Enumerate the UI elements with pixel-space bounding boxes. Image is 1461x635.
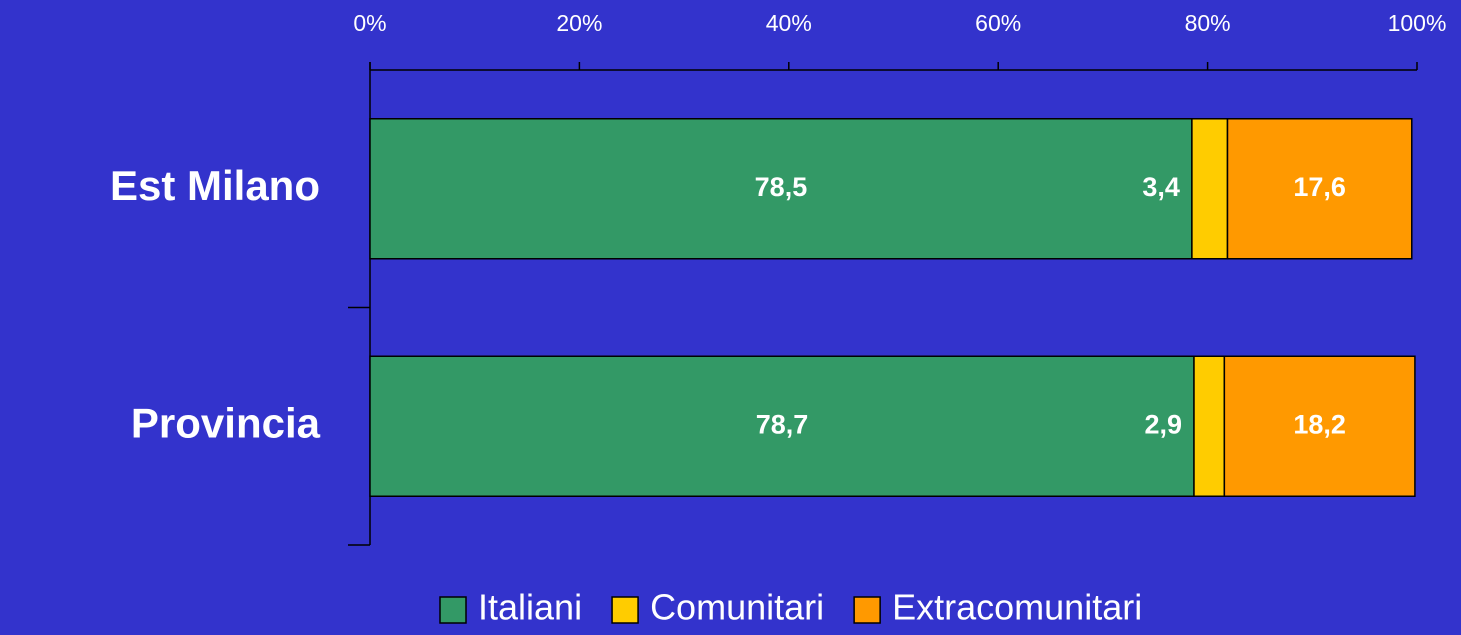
legend-swatch	[853, 596, 881, 624]
value-label: 3,4	[1142, 172, 1180, 202]
value-label: 17,6	[1293, 172, 1346, 202]
category-label: Est Milano	[110, 162, 320, 209]
value-label: 78,7	[756, 409, 809, 439]
legend-swatch	[611, 596, 639, 624]
x-tick-label: 80%	[1185, 10, 1231, 36]
bar-segment	[1226, 118, 1413, 260]
bar-segment	[1191, 118, 1229, 260]
x-tick-label: 60%	[975, 10, 1021, 36]
x-tick-label: 40%	[766, 10, 812, 36]
legend-label: Italiani	[478, 587, 582, 628]
legend-label: Comunitari	[650, 587, 824, 628]
legend-swatch	[439, 596, 467, 624]
value-label: 78,5	[755, 172, 808, 202]
x-tick-label: 20%	[556, 10, 602, 36]
value-label: 2,9	[1144, 409, 1182, 439]
category-label: Provincia	[131, 399, 321, 446]
bar-segment	[369, 355, 1195, 497]
legend-label: Extracomunitari	[892, 587, 1142, 628]
bar-segment	[1223, 355, 1416, 497]
x-tick-label: 100%	[1388, 10, 1447, 36]
x-tick-label: 0%	[353, 10, 386, 36]
value-label: 18,2	[1293, 409, 1346, 439]
bar-segment	[1193, 355, 1226, 497]
